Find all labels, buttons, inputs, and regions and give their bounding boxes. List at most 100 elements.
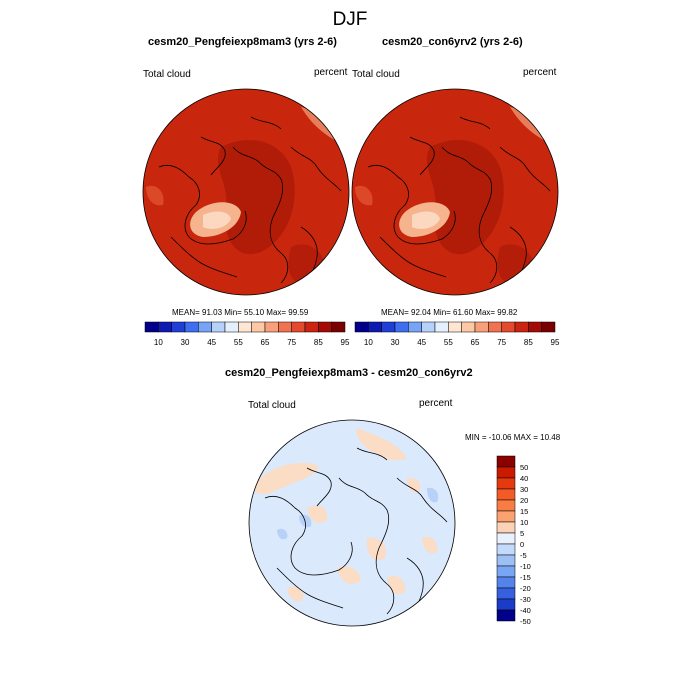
colorbar-panel-2-tick-label: 30	[391, 338, 400, 347]
colorbar-panel-1-swatch	[238, 321, 252, 333]
colorbar-panel-1-tick-label: 85	[314, 338, 323, 347]
colorbar-diff-tick-label: -40	[520, 606, 531, 615]
colorbar-panel-1-swatch	[224, 321, 239, 333]
colorbar-panel-2-swatch	[381, 321, 396, 333]
colorbar-panel-1-swatch	[304, 321, 319, 333]
colorbar-panel-2-tick-label: 85	[524, 338, 533, 347]
colorbar-diff-tick-label: -5	[520, 551, 527, 560]
colorbar-panel-1-swatch	[251, 321, 266, 333]
colorbar-panel-2-swatch	[541, 321, 556, 333]
colorbar-panel-2-swatch	[488, 321, 502, 333]
colorbar-panel-1-swatch	[278, 321, 292, 333]
colorbar-panel-2: 10 30 45 55 65 75 85 95	[354, 321, 560, 347]
colorbar-diff-swatch	[496, 554, 516, 567]
colorbar-panel-2-swatch	[408, 321, 422, 333]
colorbar-diff-tick-label: -50	[520, 617, 531, 626]
colorbar-diff-tick-label: 15	[520, 507, 528, 516]
diff-panel-coastlines	[264, 447, 448, 619]
colorbar-panel-2-tick-label: 75	[497, 338, 506, 347]
panel-1-variable-label: Total cloud	[143, 69, 191, 80]
colorbar-diff-tick-label: -20	[520, 584, 531, 593]
diff-panel-title: cesm20_Pengfeiexp8mam3 - cesm20_con6yrv2	[225, 367, 473, 379]
colorbar-panel-1-tick-label: 30	[181, 338, 190, 347]
colorbar-panel-1-swatch	[211, 321, 226, 333]
panel-1-units-label: percent	[314, 67, 348, 78]
colorbar-diff-tick-label: 30	[520, 485, 528, 494]
colorbar-diff-swatch	[496, 499, 516, 512]
colorbar-panel-2-swatch	[394, 321, 409, 333]
colorbar-diff-swatch	[496, 543, 516, 556]
colorbar-panel-1-tick-label: 45	[207, 338, 216, 347]
colorbar-panel-1-tick-label: 65	[261, 338, 270, 347]
colorbar-panel-1-swatch	[264, 321, 279, 333]
colorbar-panel-1: 10 30 45 55 65 75 85 95	[144, 321, 350, 347]
colorbar-panel-2-swatch	[514, 321, 529, 333]
panel-2-map	[351, 88, 559, 296]
panel-2-title: cesm20_con6yrv2 (yrs 2-6)	[382, 36, 523, 48]
colorbar-panel-1-swatch	[198, 321, 212, 333]
panel-1-title: cesm20_Pengfeiexp8mam3 (yrs 2-6)	[148, 36, 337, 48]
colorbar-panel-1-swatch	[331, 321, 346, 333]
colorbar-panel-2-swatch	[461, 321, 476, 333]
diff-panel-map	[248, 419, 456, 627]
colorbar-panel-1-swatch	[318, 321, 332, 333]
colorbar-panel-2-swatch	[368, 321, 382, 333]
diff-panel-minmax: MIN = -10.06 MAX = 10.48	[465, 433, 561, 442]
panel-2-units-label: percent	[523, 67, 557, 78]
colorbar-diff-swatch	[496, 488, 516, 501]
figure-title: DJF	[332, 9, 368, 30]
colorbar-diff-tick-label: 50	[520, 463, 528, 472]
panel-2-stats: MEAN= 92.04 Min= 61.60 Max= 99.82	[381, 308, 518, 317]
colorbar-diff-tick-label: 10	[520, 518, 528, 527]
diff-panel-variable-label: Total cloud	[248, 400, 296, 411]
colorbar-diff-tick-label: 0	[520, 540, 524, 549]
colorbar-diff-swatch	[496, 477, 516, 490]
colorbar-panel-2-swatch	[448, 321, 462, 333]
colorbar-panel-2-tick-label: 45	[417, 338, 426, 347]
colorbar-diff-tick-label: -15	[520, 573, 531, 582]
diff-panel-field	[249, 420, 455, 626]
colorbar-diff-swatch	[496, 455, 516, 468]
colorbar-panel-1-tick-label: 10	[154, 338, 163, 347]
colorbar-panel-2-swatch	[434, 321, 449, 333]
colorbar-panel-2-swatch	[528, 321, 542, 333]
colorbar-diff-tick-label: 5	[520, 529, 524, 538]
colorbar-panel-2-swatch	[474, 321, 489, 333]
colorbar-diff-swatch	[496, 609, 516, 622]
colorbar-diff-tick-label: 40	[520, 474, 528, 483]
colorbar-panel-1-tick-label: 55	[234, 338, 243, 347]
panel-1-map	[142, 88, 350, 296]
panel-2-coastlines	[367, 116, 551, 288]
colorbar-panel-2-tick-label: 10	[364, 338, 373, 347]
colorbar-panel-2-tick-label: 95	[551, 338, 560, 347]
colorbar-panel-1-swatch	[158, 321, 172, 333]
colorbar-panel-1-tick-label: 75	[287, 338, 296, 347]
panel-1-coastlines	[158, 116, 342, 288]
colorbar-diff-swatch	[496, 576, 516, 589]
colorbar-panel-2-swatch	[501, 321, 516, 333]
colorbar-panel-2-swatch	[421, 321, 436, 333]
colorbar-diff-tick-label: -10	[520, 562, 531, 571]
colorbar-diff-swatch	[496, 565, 516, 578]
diff-positive-anomalies	[252, 428, 438, 602]
colorbar-diff-tick-label: 20	[520, 496, 528, 505]
colorbar-panel-1-swatch	[291, 321, 306, 333]
diff-panel-units-label: percent	[419, 398, 453, 409]
panel-1-stats: MEAN= 91.03 Min= 55.10 Max= 99.59	[172, 308, 309, 317]
colorbar-panel-1-swatch	[171, 321, 186, 333]
colorbar-panel-1-tick-label: 95	[341, 338, 350, 347]
panel-2-variable-label: Total cloud	[352, 69, 400, 80]
colorbar-panel-2-tick-label: 65	[471, 338, 480, 347]
colorbar-panel-1-swatch	[144, 321, 159, 333]
colorbar-panel-2-tick-label: 55	[444, 338, 453, 347]
colorbar-diff-swatch	[496, 510, 516, 523]
colorbar-diff-swatch	[496, 587, 516, 600]
colorbar-panel-2-swatch	[354, 321, 369, 333]
colorbar-diff-swatch	[496, 521, 516, 534]
colorbar-diff-swatch	[496, 466, 516, 479]
colorbar-panel-1-swatch	[184, 321, 199, 333]
colorbar-diff-swatch	[496, 598, 516, 611]
colorbar-diff-tick-label: -30	[520, 595, 531, 604]
